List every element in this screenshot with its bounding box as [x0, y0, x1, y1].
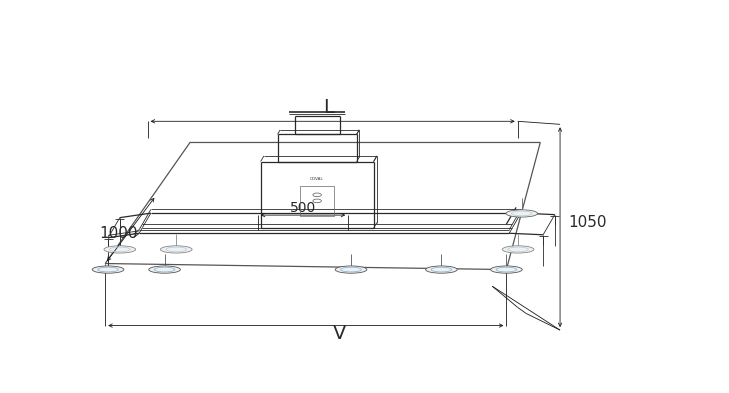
Text: 1000: 1000 — [100, 226, 138, 241]
Ellipse shape — [149, 266, 180, 273]
Ellipse shape — [335, 266, 367, 273]
Ellipse shape — [160, 246, 192, 253]
Bar — [300, 186, 334, 216]
Ellipse shape — [104, 246, 136, 253]
Text: V: V — [333, 323, 346, 343]
Ellipse shape — [426, 266, 457, 273]
Text: COVAL: COVAL — [311, 177, 324, 181]
Ellipse shape — [502, 246, 534, 253]
Text: L: L — [323, 98, 334, 117]
Text: 1050: 1050 — [569, 215, 607, 230]
Text: 500: 500 — [290, 200, 316, 215]
Ellipse shape — [93, 266, 124, 273]
Ellipse shape — [506, 210, 537, 217]
Ellipse shape — [491, 266, 522, 273]
